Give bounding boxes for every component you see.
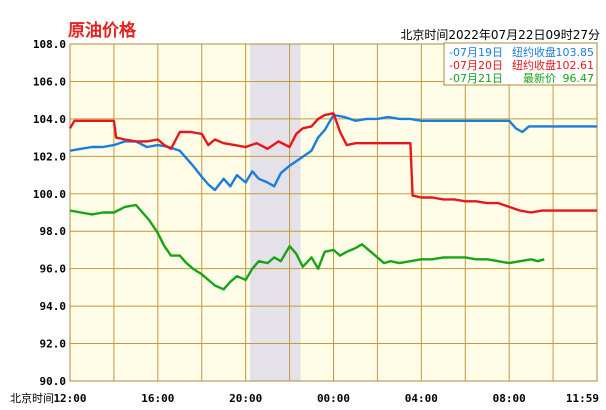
legend-label: 最新价 xyxy=(523,71,556,85)
series-line-3 xyxy=(69,203,545,291)
legend-value: 103.85 xyxy=(556,46,595,59)
y-tick-label: 102.0 xyxy=(33,150,66,163)
y-tick-label: 90.0 xyxy=(40,375,67,388)
x-axis-label: 北京时间 xyxy=(10,391,54,405)
plot-border xyxy=(69,43,598,382)
x-axis: 12:00 16:00 20:00 00:00 04:00 08:00 11:59 xyxy=(53,392,599,405)
legend-value: 96.47 xyxy=(563,72,595,85)
y-axis: 108.0 106.0 104.0 102.0 100.0 98.0 96.0 94.0 92.… xyxy=(33,38,66,388)
y-tick-label: 100.0 xyxy=(33,188,66,201)
y-tick-label: 106.0 xyxy=(33,75,66,88)
y-tick-label: 96.0 xyxy=(40,263,67,276)
x-tick-label: 16:00 xyxy=(141,392,174,405)
legend: -07月19日 纽约收盘 103.85 -07月20日 纽约收盘 102.61 -07月21… xyxy=(443,42,598,86)
x-tick-label: 08:00 xyxy=(493,392,526,405)
y-tick-label: 92.0 xyxy=(40,338,67,351)
legend-value: 102.61 xyxy=(556,59,595,72)
y-tick-label: 94.0 xyxy=(40,300,67,313)
x-tick-label: 11:59 xyxy=(566,392,599,405)
legend-name: -07月20日 xyxy=(449,59,503,72)
series-lines xyxy=(68,112,597,291)
x-tick-label: 20:00 xyxy=(229,392,262,405)
legend-label: 纽约收盘 xyxy=(512,58,556,72)
legend-name: -07月19日 xyxy=(449,46,503,59)
y-tick-label: 108.0 xyxy=(33,38,66,51)
timestamp: 北京时间2022年07月22日09时27分 xyxy=(400,28,600,42)
legend-name: -07月21日 xyxy=(449,72,503,85)
series-line-2 xyxy=(68,112,597,214)
y-tick-label: 104.0 xyxy=(33,113,66,126)
chart-title: 原油价格 xyxy=(68,20,137,41)
x-tick-label: 04:00 xyxy=(405,392,438,405)
y-tick-label: 98.0 xyxy=(40,225,67,238)
legend-label: 纽约收盘 xyxy=(512,45,556,59)
x-tick-label: 00:00 xyxy=(317,392,350,405)
x-tick-label: 12:00 xyxy=(53,392,86,405)
shaded-night-region xyxy=(250,44,301,381)
